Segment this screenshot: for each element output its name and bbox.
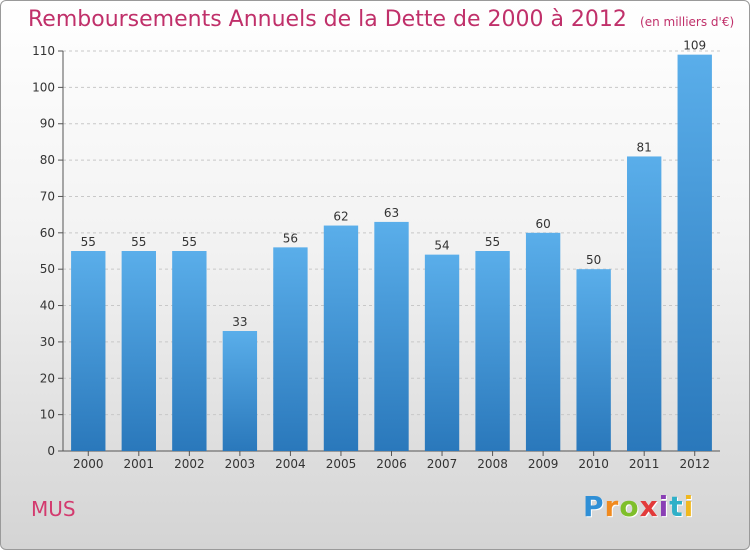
brand-letter: x xyxy=(639,490,659,523)
bar-2003 xyxy=(222,331,258,451)
x-tick-label: 2011 xyxy=(629,457,660,471)
x-tick-label: 2006 xyxy=(376,457,407,471)
x-tick-label: 2009 xyxy=(528,457,559,471)
x-tick-label: 2008 xyxy=(477,457,508,471)
x-tick-label: 2004 xyxy=(275,457,306,471)
bar-2011 xyxy=(627,156,662,452)
bar-value-label: 55 xyxy=(485,235,500,249)
brand-letter: r xyxy=(604,490,620,523)
x-tick-label: 2005 xyxy=(326,457,357,471)
x-tick-label: 2000 xyxy=(73,457,104,471)
chart-subtitle: (en milliers d'€) xyxy=(640,15,735,29)
bar-2010 xyxy=(576,269,611,451)
bar-value-label: 33 xyxy=(232,315,247,329)
y-tick-label: 90 xyxy=(40,117,55,131)
brand-letter: i xyxy=(683,490,695,523)
bar-value-label: 63 xyxy=(384,206,399,220)
brand-letter: t xyxy=(669,490,684,523)
bar-2005 xyxy=(323,225,359,451)
y-tick-label: 10 xyxy=(40,408,55,422)
bar-value-label: 50 xyxy=(586,253,601,267)
bar-value-label: 109 xyxy=(683,39,706,53)
title-row: Remboursements Annuels de la Dette de 20… xyxy=(28,7,734,32)
y-tick-label: 30 xyxy=(40,335,55,349)
bar-value-label: 55 xyxy=(182,235,197,249)
y-tick-label: 20 xyxy=(40,371,55,385)
y-tick-label: 0 xyxy=(47,444,55,458)
place-label: MUS xyxy=(31,497,76,521)
brand-letter: o xyxy=(619,490,640,523)
y-tick-label: 70 xyxy=(40,189,55,203)
bar-value-label: 54 xyxy=(434,239,449,253)
y-tick-label: 50 xyxy=(40,262,55,276)
bars xyxy=(71,54,712,452)
bar-2012 xyxy=(677,54,712,452)
bar-value-label: 55 xyxy=(131,235,146,249)
x-tick-label: 2010 xyxy=(578,457,609,471)
x-tick-label: 2003 xyxy=(225,457,256,471)
bar-2009 xyxy=(525,232,561,451)
y-tick-label: 60 xyxy=(40,226,55,240)
x-tick-label: 2012 xyxy=(679,457,710,471)
labels: 55 2000 55 2001 55 2002 33 2003 56 2004 62 2005 63 20… xyxy=(73,39,710,471)
chart-title: Remboursements Annuels de la Dette de 20… xyxy=(28,7,627,32)
x-tick-label: 2002 xyxy=(174,457,205,471)
bar-2007 xyxy=(424,254,460,451)
y-tick-label: 40 xyxy=(40,299,55,313)
brand-letter: P xyxy=(583,490,605,523)
y-tick-label: 110 xyxy=(32,44,55,58)
bar-value-label: 81 xyxy=(637,140,652,154)
bar-2008 xyxy=(475,251,510,451)
bar-value-label: 60 xyxy=(535,217,550,231)
y-tick-label: 80 xyxy=(40,153,55,167)
brand-logo: Proxiti xyxy=(583,490,694,523)
brand-letter: i xyxy=(658,490,670,523)
bar-value-label: 62 xyxy=(333,210,348,224)
bar-2001 xyxy=(121,251,156,451)
y-tick-label: 100 xyxy=(32,80,55,94)
x-tick-label: 2007 xyxy=(427,457,458,471)
bar-value-label: 55 xyxy=(81,235,96,249)
bar-2000 xyxy=(71,251,106,451)
bar-2004 xyxy=(273,247,308,451)
x-tick-label: 2001 xyxy=(124,457,155,471)
bar-2002 xyxy=(172,251,207,451)
bar-2006 xyxy=(374,221,409,451)
bar-value-label: 56 xyxy=(283,231,298,245)
